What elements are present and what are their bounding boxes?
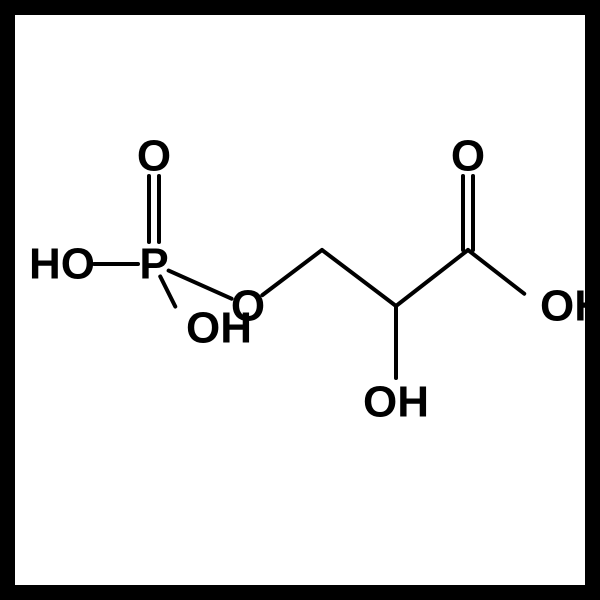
atom-label-O_top_C: O [451, 132, 485, 181]
inner-bg [15, 15, 585, 585]
atom-label-P: P [139, 240, 168, 289]
atom-label-O_top_P: O [137, 132, 171, 181]
molecule-diagram: HOPOOHOOHOOH [0, 0, 600, 600]
atom-label-OH_right: OH [540, 282, 600, 331]
atom-label-OH_below_C: OH [363, 378, 429, 427]
atom-label-HO_left: HO [29, 240, 95, 289]
atom-label-O_bridge: O [231, 282, 265, 331]
